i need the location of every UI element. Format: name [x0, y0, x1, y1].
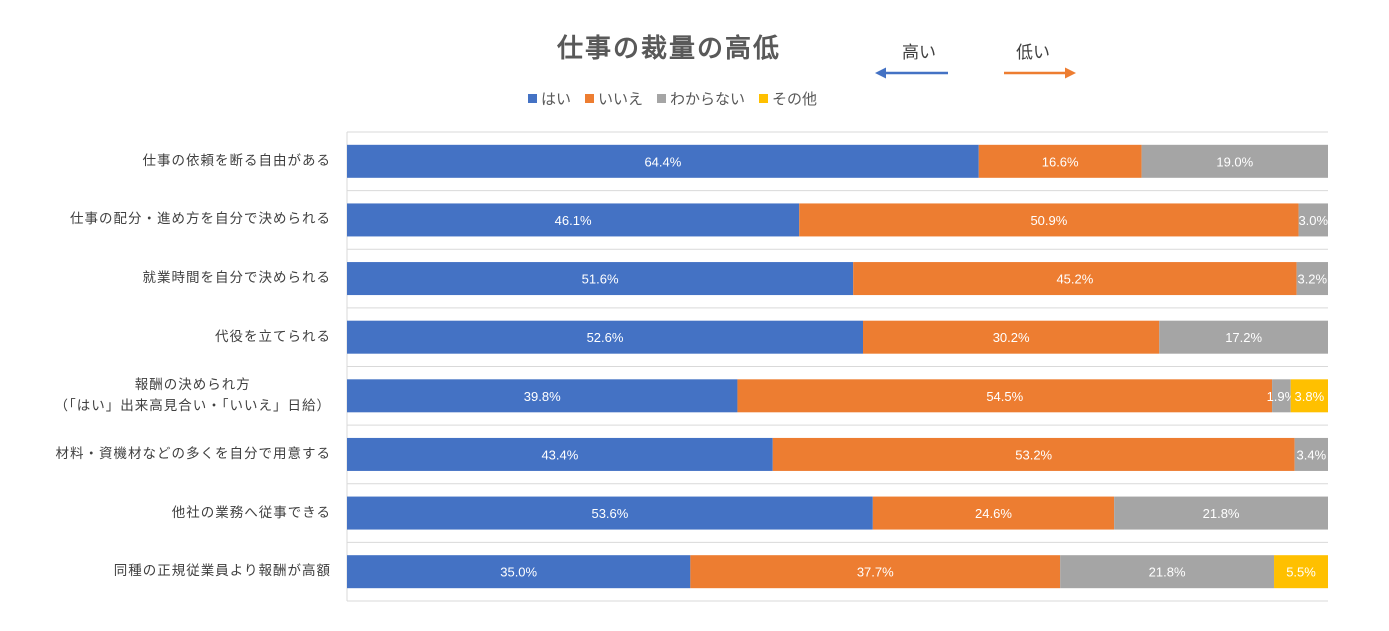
bar-segment: [872, 496, 1115, 530]
data-label: 21.8%: [1203, 506, 1240, 521]
category-label: 代役を立てられる: [215, 327, 331, 348]
data-label: 45.2%: [1056, 272, 1093, 287]
data-label: 54.5%: [986, 389, 1023, 404]
category-label: 報酬の決められ方 （「はい」出来高見合い・「いいえ」日給）: [55, 375, 332, 417]
bar-segment: [347, 262, 854, 296]
data-label: 17.2%: [1225, 330, 1262, 345]
data-label: 50.9%: [1030, 213, 1067, 228]
bar-segment: [347, 320, 864, 354]
category-label-line: 仕事の配分・進め方を自分で決められる: [70, 211, 331, 228]
data-label: 3.2%: [1297, 272, 1327, 287]
legend-swatch: [528, 94, 537, 103]
bar-segment: [347, 144, 979, 178]
bar-segment: [347, 379, 738, 413]
data-label: 64.4%: [644, 154, 681, 169]
legend-item: その他: [759, 88, 817, 109]
data-label: 3.4%: [1297, 447, 1327, 462]
bar-segment: [1290, 379, 1328, 413]
legend-label: その他: [772, 90, 818, 108]
bar-segment: [853, 262, 1297, 296]
data-label: 1.9%: [1267, 389, 1297, 404]
bar-segment: [737, 379, 1273, 413]
legend-item: はい: [528, 88, 571, 109]
legend-item: わからない: [657, 88, 745, 109]
data-label: 30.2%: [993, 330, 1030, 345]
bar-segment: [1272, 379, 1291, 413]
legend: はい いいえ わからない その他: [528, 88, 817, 109]
category-label-line: 就業時間を自分で決められる: [142, 270, 331, 287]
legend-label: はい: [541, 90, 572, 108]
data-label: 5.5%: [1286, 565, 1316, 580]
data-label: 3.8%: [1295, 389, 1325, 404]
legend-item: いいえ: [585, 88, 643, 109]
category-label: 仕事の配分・進め方を自分で決められる: [70, 209, 331, 230]
category-label: 仕事の依頼を断る自由がある: [143, 151, 332, 172]
data-label: 16.6%: [1042, 154, 1079, 169]
data-label: 24.6%: [975, 506, 1012, 521]
bar-segment: [1114, 496, 1328, 530]
bar-segment: [347, 203, 800, 237]
bar-segment: [863, 320, 1160, 354]
bar-segment: [1294, 437, 1328, 471]
legend-label: いいえ: [598, 90, 644, 108]
data-label: 53.6%: [591, 506, 628, 521]
category-label: 他社の業務へ従事できる: [172, 503, 331, 524]
category-label-line: 仕事の依頼を断る自由がある: [142, 152, 331, 169]
category-label-line: 代役を立てられる: [215, 328, 331, 345]
bar-segment: [347, 437, 773, 471]
bar-segment: [799, 203, 1299, 237]
category-label-line: 同種の正規従業員より報酬が高額: [113, 563, 331, 580]
bar-segment: [1141, 144, 1328, 178]
bar-segment: [1298, 203, 1328, 237]
bar-segment: [1060, 555, 1275, 589]
category-label-line: （「はい」出来高見合い・「いいえ」日給）: [54, 397, 331, 414]
data-label: 35.0%: [500, 565, 537, 580]
bar-segment: [978, 144, 1142, 178]
data-label: 3.0%: [1298, 213, 1328, 228]
high-label: 高い: [902, 43, 936, 63]
data-label: 37.7%: [857, 565, 894, 580]
legend-swatch: [759, 94, 769, 103]
data-label: 43.4%: [541, 447, 578, 462]
bar-segment: [1159, 320, 1328, 354]
data-label: 21.8%: [1149, 565, 1186, 580]
bar-segment: [1296, 262, 1328, 296]
legend-label: わからない: [670, 90, 746, 108]
category-label-line: 材料・資機材などの多くを自分で用意する: [55, 445, 331, 462]
data-label: 46.1%: [555, 213, 592, 228]
category-label: 就業時間を自分で決められる: [143, 268, 332, 289]
category-label: 材料・資機材などの多くを自分で用意する: [56, 444, 332, 465]
bar-segment: [772, 437, 1295, 471]
bar-segment: [347, 496, 873, 530]
bar-segment: [347, 555, 691, 589]
data-label: 19.0%: [1216, 154, 1253, 169]
data-label: 51.6%: [582, 272, 619, 287]
category-label-line: 報酬の決められ方: [134, 376, 251, 393]
data-label: 52.6%: [587, 330, 624, 345]
legend-swatch: [585, 94, 595, 103]
bar-segment: [690, 555, 1061, 589]
low-label: 低い: [1016, 43, 1050, 63]
data-label: 39.8%: [524, 389, 561, 404]
data-label: 53.2%: [1015, 447, 1052, 462]
category-label: 同種の正規従業員より報酬が高額: [114, 561, 331, 582]
category-label-line: 他社の業務へ従事できる: [171, 504, 331, 521]
legend-swatch: [657, 94, 667, 103]
chart-title: 仕事の裁量の高低: [557, 34, 782, 64]
bar-segment: [1274, 555, 1328, 589]
